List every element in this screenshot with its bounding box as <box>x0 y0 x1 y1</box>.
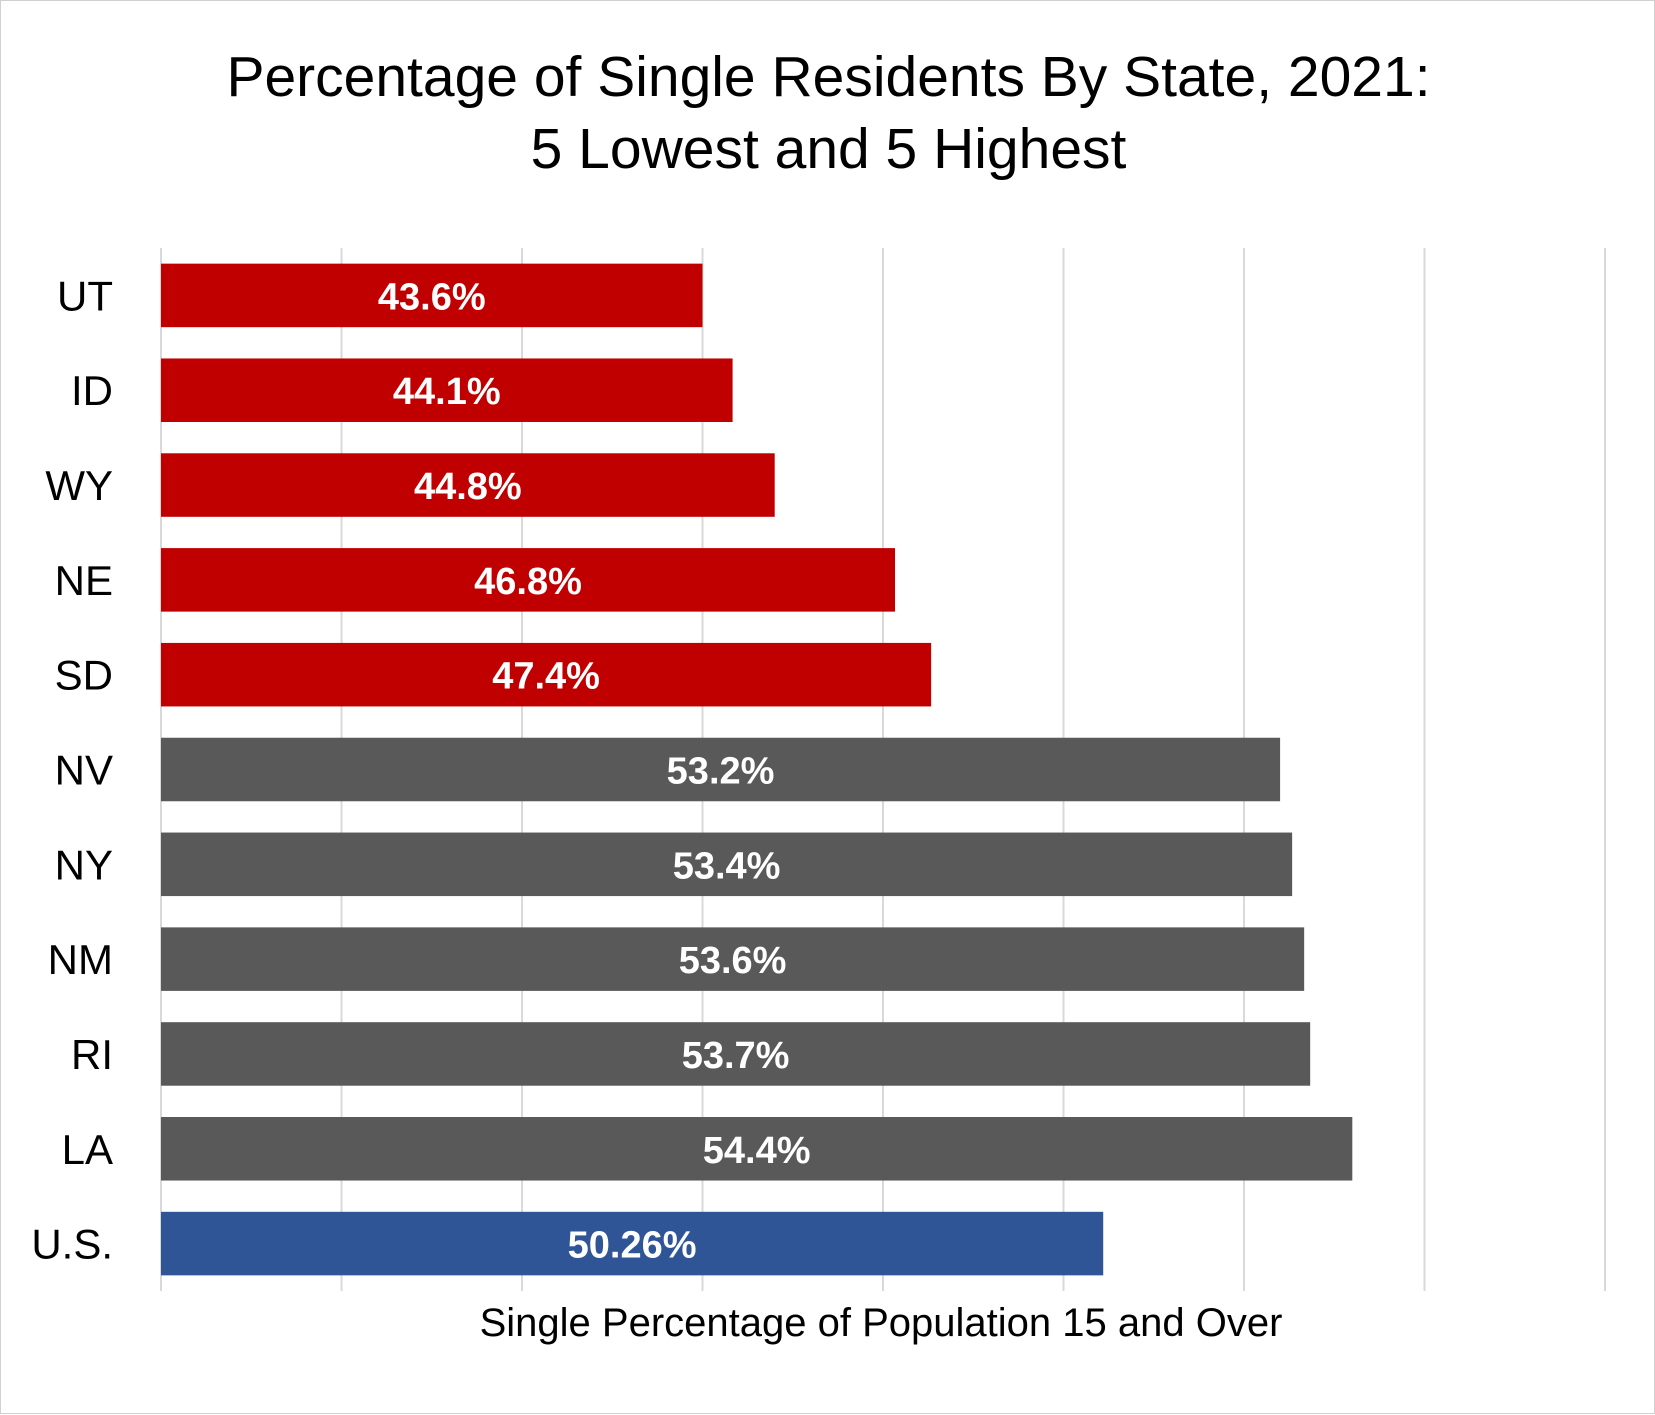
bar-ne <box>161 548 896 612</box>
category-label-sd: SD <box>55 652 113 699</box>
category-label-wy: WY <box>45 462 113 509</box>
bar-sd <box>161 642 932 707</box>
data-label-ny: 53.4% <box>673 845 781 887</box>
category-label-id: ID <box>71 367 113 414</box>
bar-ut <box>161 263 703 328</box>
bar-nm <box>161 927 1305 991</box>
category-label-nm: NM <box>48 936 113 983</box>
data-label-nm: 53.6% <box>679 940 787 982</box>
data-label-nv: 53.2% <box>667 751 775 793</box>
bar-us <box>161 1211 1104 1276</box>
bar-nv <box>161 737 1281 802</box>
data-label-ri: 53.7% <box>682 1035 790 1077</box>
chart-title: Percentage of Single Residents By State,… <box>1 41 1655 185</box>
data-label-us: 50.26% <box>568 1225 697 1267</box>
category-label-ny: NY <box>55 841 113 888</box>
bar-ri <box>161 1022 1311 1086</box>
x-axis-label: Single Percentage of Population 15 and O… <box>479 1301 1283 1345</box>
bar-la <box>161 1117 1353 1181</box>
data-labels: 43.6% 44.1% 44.8% 46.8% 47.4% 53.2% 53.4% 53.6%… <box>378 276 811 1266</box>
chart-title-line-2: 5 Lowest and 5 Highest <box>530 117 1127 181</box>
bar-id <box>161 358 733 422</box>
bar-ny <box>161 832 1293 897</box>
category-label-nv: NV <box>55 747 113 794</box>
category-label-ut: UT <box>57 272 113 319</box>
chart-title-line-1: Percentage of Single Residents By State,… <box>226 45 1431 109</box>
category-label-us: U.S. <box>31 1221 113 1268</box>
data-label-wy: 44.8% <box>414 466 522 508</box>
category-label-ne: NE <box>55 557 113 604</box>
category-labels: UT ID WY NE SD NV NY NM RI LA U.S. <box>31 272 113 1267</box>
data-label-ut: 43.6% <box>378 276 486 318</box>
data-label-sd: 47.4% <box>492 656 600 698</box>
data-label-id: 44.1% <box>393 371 501 413</box>
data-label-ne: 46.8% <box>474 561 582 603</box>
data-label-la: 54.4% <box>703 1130 811 1172</box>
category-label-ri: RI <box>71 1031 113 1078</box>
bars <box>161 263 1353 1276</box>
bar-wy <box>161 453 775 517</box>
category-label-la: LA <box>62 1126 113 1173</box>
